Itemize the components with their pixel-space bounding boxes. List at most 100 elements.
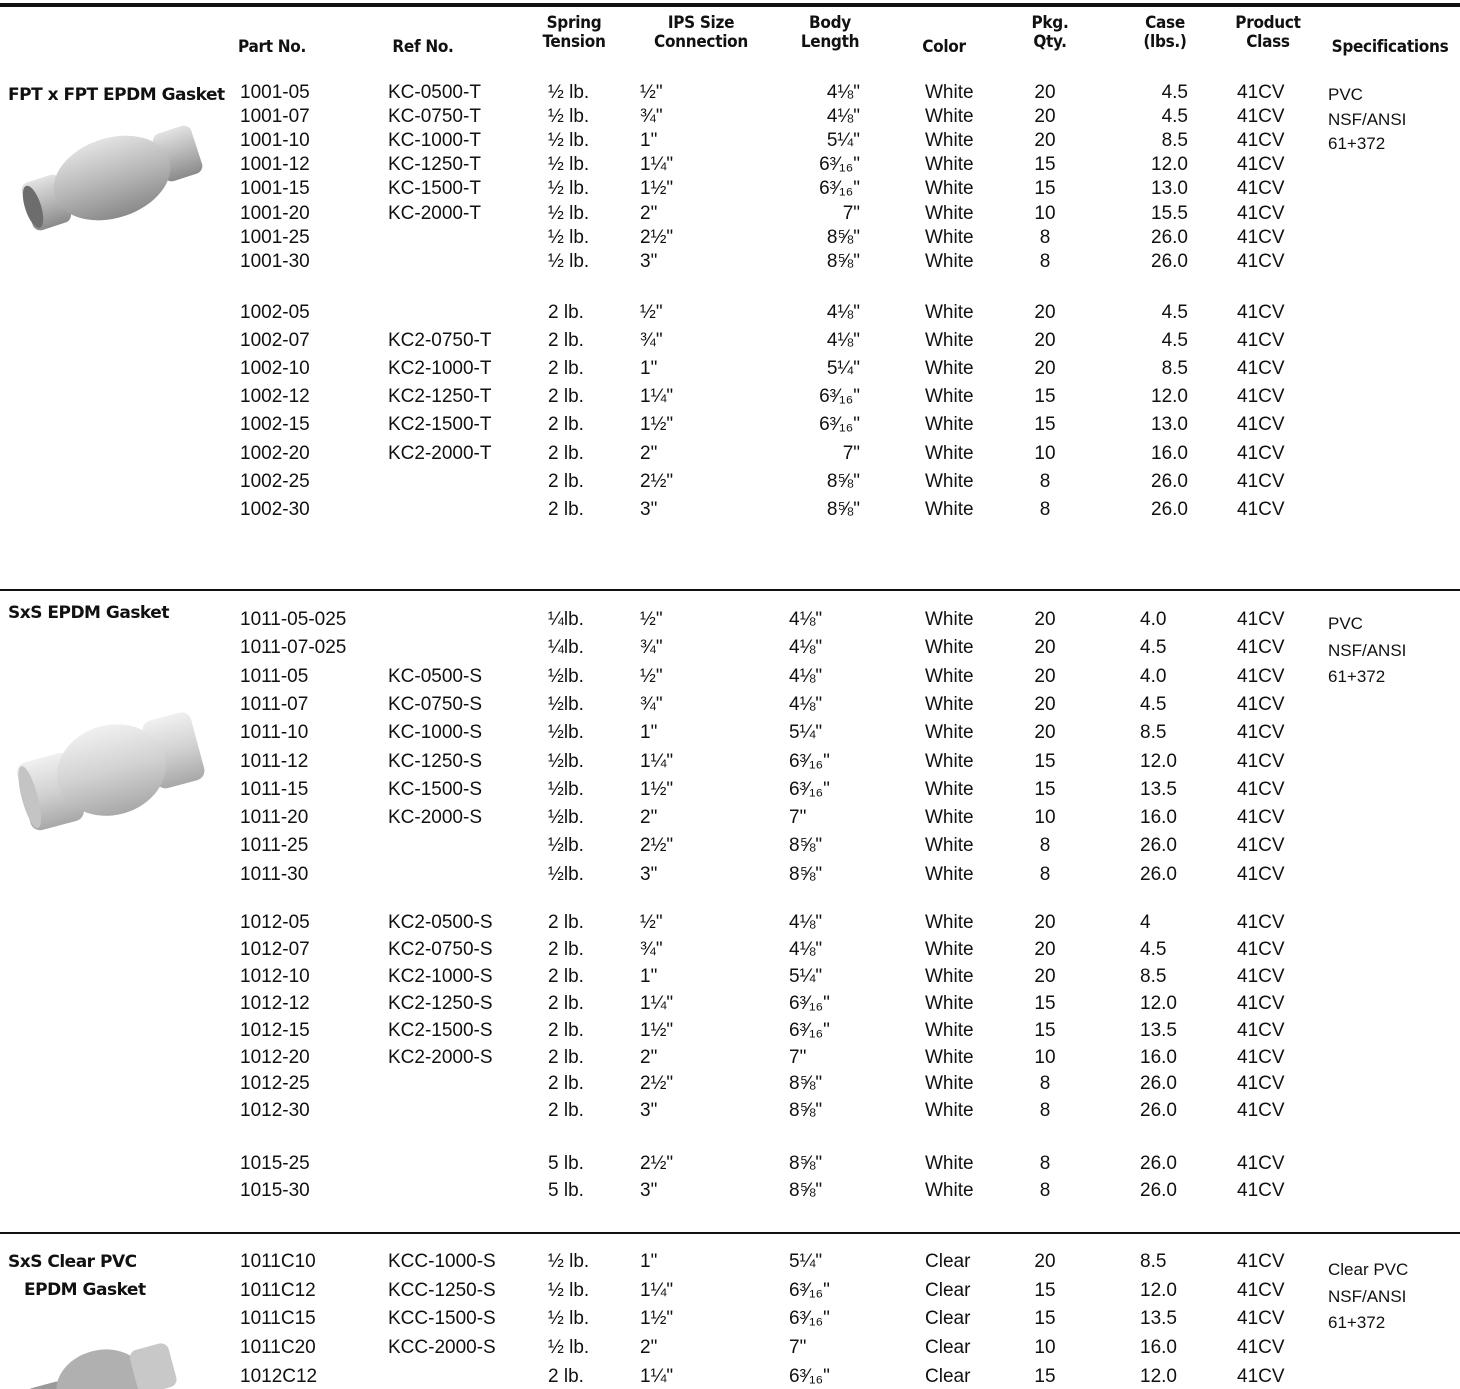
cell: 41CV xyxy=(1237,1279,1285,1301)
cell: White xyxy=(925,226,974,248)
cell: 4⅛" xyxy=(826,302,860,323)
cell: 12.0 xyxy=(1140,1365,1177,1387)
cell: 1" xyxy=(640,722,658,744)
cell: 5 lb. xyxy=(548,1179,584,1201)
cell: ½ lb. xyxy=(548,1279,590,1301)
cell: 4.5 xyxy=(1161,82,1188,103)
cell: 20 xyxy=(1034,330,1056,352)
cell: 20 xyxy=(1034,106,1056,128)
cell: ¾" xyxy=(640,637,663,659)
cell: 1001-30 xyxy=(240,250,310,272)
cell: 20 xyxy=(1034,1251,1056,1272)
cell: KC2-1500-S xyxy=(388,1019,493,1041)
cell: 2½" xyxy=(640,1153,674,1174)
cell: 41CV xyxy=(1237,358,1285,380)
cell: 8 xyxy=(1039,250,1051,272)
cell: 6³⁄₁₆" xyxy=(789,1019,830,1041)
cell: 4.5 xyxy=(1140,938,1167,960)
cell: 7" xyxy=(842,442,860,464)
cell: 1011-12 xyxy=(240,750,309,772)
cell: KC2-1250-T xyxy=(388,386,492,408)
cell: 1½" xyxy=(640,414,674,436)
section-label: SxS EPDM Gasket xyxy=(8,603,169,623)
specification: PVC xyxy=(1328,85,1363,104)
cell: 12.0 xyxy=(1140,750,1177,772)
cell: 26.0 xyxy=(1140,835,1177,857)
specification: NSF/ANSI xyxy=(1328,640,1407,660)
cell: 20 xyxy=(1034,130,1056,152)
cell: 10 xyxy=(1034,1046,1056,1068)
column-header: (lbs.) xyxy=(1143,32,1187,52)
cell: 2 lb. xyxy=(548,912,584,933)
cell: 41CV xyxy=(1237,1337,1285,1359)
cell: 41CV xyxy=(1237,863,1285,885)
cell: ½ lb. xyxy=(548,178,590,200)
cell: 41CV xyxy=(1237,835,1285,857)
section-label: FPT x FPT EPDM Gasket xyxy=(8,85,225,105)
cell: 8⅝" xyxy=(826,226,860,248)
cell: ½lb. xyxy=(548,693,584,715)
cell: 5¼" xyxy=(789,965,823,987)
cell: ½" xyxy=(640,82,663,103)
cell: 41CV xyxy=(1237,1308,1285,1330)
cell: 5¼" xyxy=(789,722,823,744)
cell: ½lb. xyxy=(548,778,584,800)
cell: ½" xyxy=(640,665,663,687)
cell: 6³⁄₁₆" xyxy=(789,992,830,1014)
cell: White xyxy=(925,178,974,200)
cell: 4⅛" xyxy=(789,693,823,715)
cell: 2" xyxy=(640,202,658,224)
cell: 6³⁄₁₆" xyxy=(789,1365,830,1387)
cell: 2 lb. xyxy=(548,992,584,1014)
cell: 15 xyxy=(1034,750,1056,772)
cell: White xyxy=(925,82,974,103)
cell: 1½" xyxy=(640,778,674,800)
cell: 12.0 xyxy=(1140,1279,1177,1301)
cell: KC2-1000-T xyxy=(388,358,492,380)
column-header: Class xyxy=(1246,32,1290,52)
cell: 1011C20 xyxy=(240,1337,316,1359)
cell: 41CV xyxy=(1237,302,1285,323)
cell: KC2-2000-S xyxy=(388,1046,493,1068)
cell: Clear xyxy=(925,1251,971,1272)
cell: ½ lb. xyxy=(548,1308,590,1330)
cell: 8 xyxy=(1039,470,1051,492)
cell: 8.5 xyxy=(1140,722,1167,744)
product-image xyxy=(21,125,203,231)
cell: 13.0 xyxy=(1151,178,1188,200)
cell: 1012-05 xyxy=(240,912,310,933)
cell: 8⅝" xyxy=(789,1073,823,1095)
cell: 8.5 xyxy=(1140,965,1167,987)
cell: White xyxy=(925,778,974,800)
cell: White xyxy=(925,693,974,715)
cell: ¼lb. xyxy=(548,637,584,659)
cell: 2 lb. xyxy=(548,330,584,352)
cell: KCC-1000-S xyxy=(388,1251,496,1272)
cell: ½lb. xyxy=(548,722,584,744)
top-rule xyxy=(0,3,1460,7)
section-label: SxS Clear PVC xyxy=(8,1252,137,1272)
cell: 1001-12 xyxy=(240,154,310,176)
cell: 4 xyxy=(1140,912,1151,933)
cell: 6³⁄₁₆" xyxy=(789,1308,830,1330)
cell: 1002-10 xyxy=(240,358,310,380)
cell: 4⅛" xyxy=(826,330,860,352)
cell: 15 xyxy=(1034,154,1056,176)
cell: ¼lb. xyxy=(548,609,584,630)
cell: 13.5 xyxy=(1140,778,1177,800)
cell: 8 xyxy=(1039,226,1051,248)
cell: 4.0 xyxy=(1140,609,1167,630)
cell: 20 xyxy=(1034,302,1056,323)
cell: ½ lb. xyxy=(548,226,590,248)
cell: 15 xyxy=(1034,386,1056,408)
cell: Clear xyxy=(925,1308,971,1330)
cell: KC-1250-T xyxy=(388,154,481,176)
cell: 15.5 xyxy=(1151,202,1188,224)
cell: 1¼" xyxy=(640,1279,674,1301)
cell: White xyxy=(925,912,974,933)
column-header: Color xyxy=(922,37,966,57)
cell: 1002-15 xyxy=(240,414,310,436)
cell: ½ lb. xyxy=(548,1251,590,1272)
cell: 1¼" xyxy=(640,750,674,772)
cell: 41CV xyxy=(1237,442,1285,464)
